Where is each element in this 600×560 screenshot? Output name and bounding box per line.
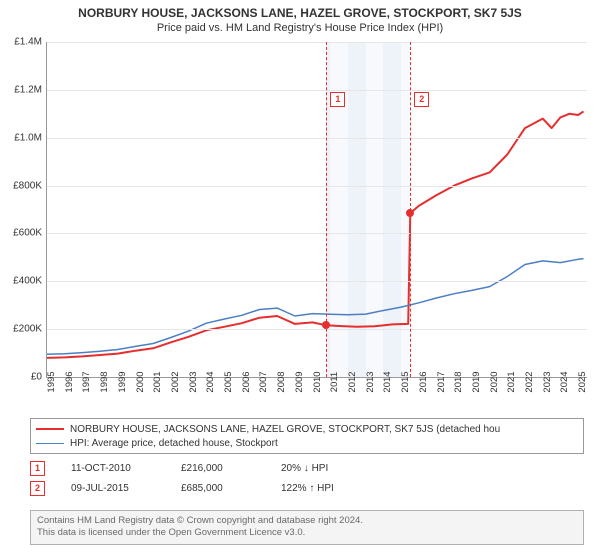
- plot-area: 12: [46, 42, 587, 378]
- series-property: [47, 111, 584, 358]
- x-axis-label: 2017: [436, 371, 447, 392]
- x-axis-label: 2024: [559, 371, 570, 392]
- x-axis-label: 2023: [542, 371, 553, 392]
- x-axis-label: 2014: [382, 371, 393, 392]
- x-axis-label: 2008: [276, 371, 287, 392]
- x-axis-label: 2002: [170, 371, 181, 392]
- x-axis-label: 1997: [81, 371, 92, 392]
- x-axis-label: 1995: [46, 371, 57, 392]
- legend-label: HPI: Average price, detached house, Stoc…: [70, 438, 278, 449]
- chart-title: NORBURY HOUSE, JACKSONS LANE, HAZEL GROV…: [0, 6, 600, 20]
- x-axis-label: 2000: [135, 371, 146, 392]
- y-axis-label: £200K: [13, 324, 42, 335]
- x-axis-label: 2004: [205, 371, 216, 392]
- x-axis-label: 2018: [453, 371, 464, 392]
- y-axis-label: £800K: [13, 180, 42, 191]
- gridline-h: [47, 138, 587, 139]
- y-axis-label: £0: [31, 372, 42, 383]
- event-table: 1 11-OCT-2010£216,00020% ↓ HPI 2 09-JUL-201…: [30, 458, 584, 498]
- series-hpi: [47, 259, 584, 355]
- event-row: 1 11-OCT-2010£216,00020% ↓ HPI: [30, 458, 584, 478]
- gridline-h: [47, 42, 587, 43]
- event-change: 20% ↓ HPI: [281, 463, 328, 474]
- x-axis-label: 2019: [471, 371, 482, 392]
- x-axis-label: 2005: [223, 371, 234, 392]
- sale-dot: [406, 209, 414, 217]
- x-axis-label: 1998: [99, 371, 110, 392]
- event-marker: 2: [414, 92, 429, 107]
- event-row: 2 09-JUL-2015£685,000122% ↑ HPI: [30, 478, 584, 498]
- legend-swatch: [36, 428, 64, 430]
- x-axis-label: 2010: [312, 371, 323, 392]
- x-axis-label: 2016: [418, 371, 429, 392]
- gridline-h: [47, 329, 587, 330]
- footer-attribution: Contains HM Land Registry data © Crown c…: [30, 510, 584, 545]
- legend-row: HPI: Average price, detached house, Stoc…: [36, 436, 578, 450]
- x-axis-label: 1999: [117, 371, 128, 392]
- legend: NORBURY HOUSE, JACKSONS LANE, HAZEL GROV…: [30, 418, 584, 454]
- x-axis-label: 2003: [188, 371, 199, 392]
- x-axis-label: 2006: [241, 371, 252, 392]
- x-axis-label: 2025: [577, 371, 588, 392]
- footer-line-1: Contains HM Land Registry data © Crown c…: [37, 515, 577, 527]
- event-marker: 1: [330, 92, 345, 107]
- title-area: NORBURY HOUSE, JACKSONS LANE, HAZEL GROV…: [0, 0, 600, 34]
- x-axis-label: 2020: [489, 371, 500, 392]
- x-axis-label: 2009: [294, 371, 305, 392]
- event-marker-box: 1: [30, 461, 45, 476]
- gridline-h: [47, 90, 587, 91]
- event-change: 122% ↑ HPI: [281, 483, 334, 494]
- gridline-h: [47, 186, 587, 187]
- x-axis-label: 2007: [258, 371, 269, 392]
- x-axis-label: 1996: [64, 371, 75, 392]
- gridline-h: [47, 233, 587, 234]
- chart-container: NORBURY HOUSE, JACKSONS LANE, HAZEL GROV…: [0, 0, 600, 560]
- x-axis-label: 2022: [524, 371, 535, 392]
- event-date: 09-JUL-2015: [71, 483, 181, 494]
- legend-row: NORBURY HOUSE, JACKSONS LANE, HAZEL GROV…: [36, 422, 578, 436]
- event-date: 11-OCT-2010: [71, 463, 181, 474]
- chart-subtitle: Price paid vs. HM Land Registry's House …: [0, 22, 600, 34]
- y-axis-label: £1.4M: [14, 37, 42, 48]
- x-axis-label: 2015: [400, 371, 411, 392]
- chart-area: 12 £0£200K£400K£600K£800K£1.0M£1.2M£1.4M…: [46, 42, 586, 392]
- y-axis-label: £400K: [13, 276, 42, 287]
- event-price: £216,000: [181, 463, 281, 474]
- y-axis-label: £1.2M: [14, 84, 42, 95]
- x-axis-label: 2021: [506, 371, 517, 392]
- x-axis-label: 2011: [329, 372, 340, 392]
- y-axis-label: £600K: [13, 228, 42, 239]
- footer-line-2: This data is licensed under the Open Gov…: [37, 527, 577, 539]
- legend-label: NORBURY HOUSE, JACKSONS LANE, HAZEL GROV…: [70, 424, 500, 435]
- x-axis-label: 2012: [347, 371, 358, 392]
- event-price: £685,000: [181, 483, 281, 494]
- legend-swatch: [36, 443, 64, 444]
- line-canvas: [47, 42, 587, 377]
- x-axis-label: 2001: [152, 371, 163, 392]
- x-axis-label: 2013: [365, 371, 376, 392]
- sale-dot: [322, 321, 330, 329]
- gridline-h: [47, 281, 587, 282]
- event-marker-box: 2: [30, 481, 45, 496]
- y-axis-label: £1.0M: [14, 132, 42, 143]
